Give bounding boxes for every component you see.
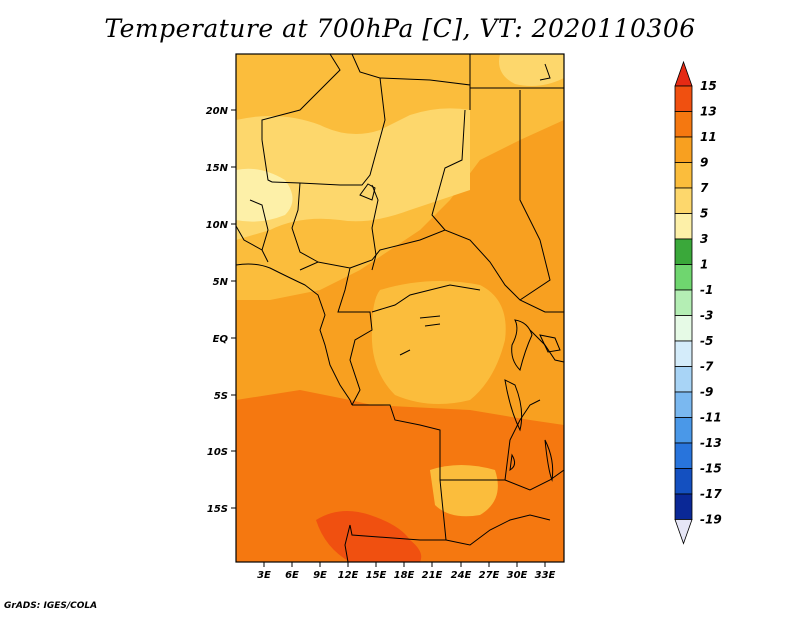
lon-label: 9E xyxy=(313,570,327,581)
colorbar-swatch xyxy=(674,111,693,138)
colorbar-swatch xyxy=(674,391,693,418)
colorbar-level-label: 13 xyxy=(700,105,717,119)
temperature-zone-7-9-central xyxy=(371,281,506,404)
lon-label: 18E xyxy=(394,570,415,581)
colorbar-swatch xyxy=(674,85,693,112)
colorbar-swatch xyxy=(674,493,693,520)
lat-label: EQ xyxy=(213,334,229,345)
colorbar-level-label: 5 xyxy=(700,207,708,221)
credit-text: GrADS: IGES/COLA xyxy=(4,601,98,611)
lon-label: 12E xyxy=(338,570,359,581)
longitude-axis: 3E 6E 9E 12E 15E 18E 21E 24E 27E 30E 33E xyxy=(257,562,556,581)
colorbar-level-label: -13 xyxy=(700,436,722,450)
lon-label: 24E xyxy=(451,570,472,581)
lat-label: 15N xyxy=(206,163,229,174)
map-title: Temperature at 700hPa [C], VT: 202011030… xyxy=(104,14,696,43)
map-panel xyxy=(235,53,565,563)
lat-label: 10S xyxy=(207,447,228,458)
boundaries xyxy=(236,54,564,562)
colorbar-level-label: -9 xyxy=(700,385,713,399)
colorbar-level-label: -1 xyxy=(700,283,713,297)
colorbar-level-label: 9 xyxy=(700,156,708,170)
colorbar-swatch xyxy=(674,264,693,291)
lon-label: 27E xyxy=(479,570,500,581)
colorbar-arrow-top xyxy=(674,60,693,87)
map-frame xyxy=(235,53,565,563)
colorbar-level-label: 3 xyxy=(700,232,708,246)
colorbar: 15 13 11 9 7 5 3 1 -1 -3 -5 -7 -9 -11 -13 -15 -17 -19 xyxy=(674,60,722,545)
colorbar-level-label: -17 xyxy=(700,487,722,501)
lat-label: 5N xyxy=(213,277,229,288)
colorbar-swatch xyxy=(674,315,693,342)
colorbar-arrow-bottom xyxy=(674,519,693,545)
lat-label: 15S xyxy=(207,504,228,515)
colorbar-level-label: -11 xyxy=(700,411,722,425)
temperature-zone-5-7 xyxy=(236,108,470,240)
colorbar-swatch xyxy=(674,366,693,393)
lat-label: 5S xyxy=(214,391,228,402)
colorbar-level-label: -3 xyxy=(700,309,713,323)
lon-label: 33E xyxy=(535,570,556,581)
colorbar-swatch xyxy=(674,162,693,189)
colorbar-level-label: -19 xyxy=(700,513,722,527)
latitude-axis: 20N 15N 10N 5N EQ 5S 10S 15S xyxy=(206,106,236,515)
colorbar-level-label: 1 xyxy=(700,258,708,272)
colorbar-level-label: -7 xyxy=(700,360,714,374)
lon-label: 3E xyxy=(257,570,271,581)
colorbar-swatch xyxy=(674,238,693,265)
colorbar-swatch xyxy=(674,468,693,495)
colorbar-level-label: 15 xyxy=(700,79,717,93)
colorbar-swatch xyxy=(674,340,693,367)
colorbar-level-label: 11 xyxy=(700,130,717,144)
lon-label: 30E xyxy=(507,570,528,581)
lat-label: 20N xyxy=(206,106,229,117)
colorbar-level-label: -5 xyxy=(700,334,713,348)
colorbar-swatch xyxy=(674,136,693,163)
colorbar-swatch xyxy=(674,213,693,240)
lat-label: 10N xyxy=(206,220,229,231)
colorbar-level-label: -15 xyxy=(700,462,722,476)
temperature-zone-7-9-south xyxy=(430,465,498,517)
lon-label: 15E xyxy=(366,570,387,581)
lon-label: 21E xyxy=(422,570,443,581)
colorbar-swatch xyxy=(674,289,693,316)
colorbar-swatch xyxy=(674,187,693,214)
colorbar-swatch xyxy=(674,442,693,469)
colorbar-swatch xyxy=(674,417,693,444)
lon-label: 6E xyxy=(285,570,299,581)
colorbar-level-label: 7 xyxy=(700,181,709,195)
